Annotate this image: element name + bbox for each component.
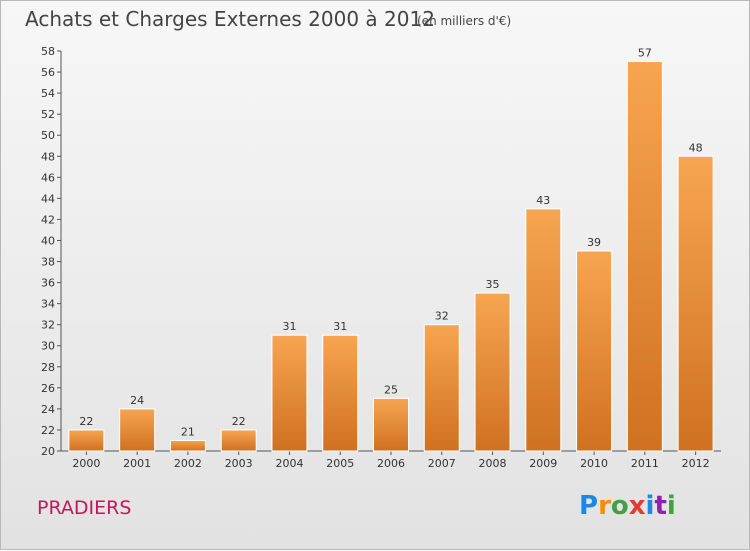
logo-letter: x (628, 491, 646, 521)
y-tick-label: 56 (41, 66, 55, 79)
bar-value-label: 32 (435, 310, 449, 323)
y-tick-label: 52 (41, 108, 55, 121)
y-tick-label: 28 (41, 361, 55, 374)
x-tick-label: 2011 (631, 457, 659, 470)
y-tick-label: 20 (41, 445, 55, 458)
x-axis: 2000 2001 2002 2003 2004 2005 2006 2007 2008 2009… (61, 450, 721, 470)
chart-subtitle: (en milliers d'€) (417, 14, 512, 28)
bar[interactable] (220, 429, 257, 452)
bar[interactable] (525, 208, 562, 452)
x-tick-label: 2009 (529, 457, 557, 470)
bar-value-label: 43 (536, 194, 550, 207)
y-tick-label: 38 (41, 256, 55, 269)
logo-letter: t (654, 491, 667, 521)
bar[interactable] (271, 334, 308, 452)
bar-value-label: 31 (333, 320, 347, 333)
bar-value-label: 35 (486, 278, 500, 291)
x-tick-label: 2010 (580, 457, 608, 470)
location-label: PRADIERS (37, 497, 132, 519)
y-tick-label: 40 (41, 234, 55, 247)
x-tick-label: 2005 (326, 457, 354, 470)
logo-letter: i (666, 491, 676, 521)
bar-value-label: 31 (282, 320, 296, 333)
x-tick-label: 2000 (72, 457, 100, 470)
y-tick-label: 30 (41, 340, 55, 353)
y-axis: 20 22 24 26 28 30 32 34 36 38 40 42 44 46 48 50 52 54 56 58 (41, 45, 62, 458)
y-tick-label: 32 (41, 319, 55, 332)
y-tick-label: 24 (41, 403, 55, 416)
y-tick-label: 34 (41, 298, 55, 311)
bar-value-label: 48 (689, 141, 703, 154)
bar[interactable] (576, 250, 613, 452)
y-tick-label: 48 (41, 150, 55, 163)
bar[interactable] (68, 429, 105, 452)
bar[interactable] (474, 292, 511, 452)
bar[interactable] (626, 61, 663, 452)
x-tick-label: 2008 (479, 457, 507, 470)
y-tick-label: 26 (41, 382, 55, 395)
y-tick-label: 58 (41, 45, 55, 58)
bar-value-label: 39 (587, 236, 601, 249)
bar[interactable] (169, 439, 206, 452)
bars-group: 22 24 21 22 31 31 25 32 35 43 39 57 48 (68, 47, 714, 452)
chart-title: Achats et Charges Externes 2000 à 2012 (25, 7, 435, 31)
x-tick-label: 2003 (225, 457, 253, 470)
bar-value-label: 21 (181, 425, 195, 438)
proxiti-logo[interactable]: Proxiti (579, 491, 676, 521)
y-tick-label: 46 (41, 171, 55, 184)
bar[interactable] (373, 397, 409, 452)
logo-letter: P (579, 491, 599, 521)
y-tick-label: 44 (41, 192, 55, 205)
y-tick-label: 54 (41, 87, 55, 100)
bar[interactable] (119, 408, 156, 452)
y-tick-label: 50 (41, 129, 55, 142)
y-tick-label: 42 (41, 213, 55, 226)
bar-value-label: 22 (232, 415, 246, 428)
x-tick-label: 2006 (377, 457, 405, 470)
y-tick-label: 22 (41, 424, 55, 437)
logo-letter: o (610, 491, 629, 521)
bar-value-label: 24 (130, 394, 144, 407)
bar[interactable] (322, 334, 359, 452)
bar-value-label: 22 (79, 415, 93, 428)
y-tick-label: 36 (41, 277, 55, 290)
x-tick-label: 2007 (428, 457, 456, 470)
x-tick-label: 2004 (275, 457, 303, 470)
x-tick-label: 2002 (174, 457, 202, 470)
logo-letter: i (645, 491, 655, 521)
bar[interactable] (423, 324, 460, 452)
logo-letter: r (598, 491, 611, 521)
bar[interactable] (677, 155, 714, 452)
x-tick-label: 2001 (123, 457, 151, 470)
bar-value-label: 57 (638, 47, 652, 60)
bar-value-label: 25 (384, 383, 398, 396)
x-tick-label: 2012 (682, 457, 710, 470)
